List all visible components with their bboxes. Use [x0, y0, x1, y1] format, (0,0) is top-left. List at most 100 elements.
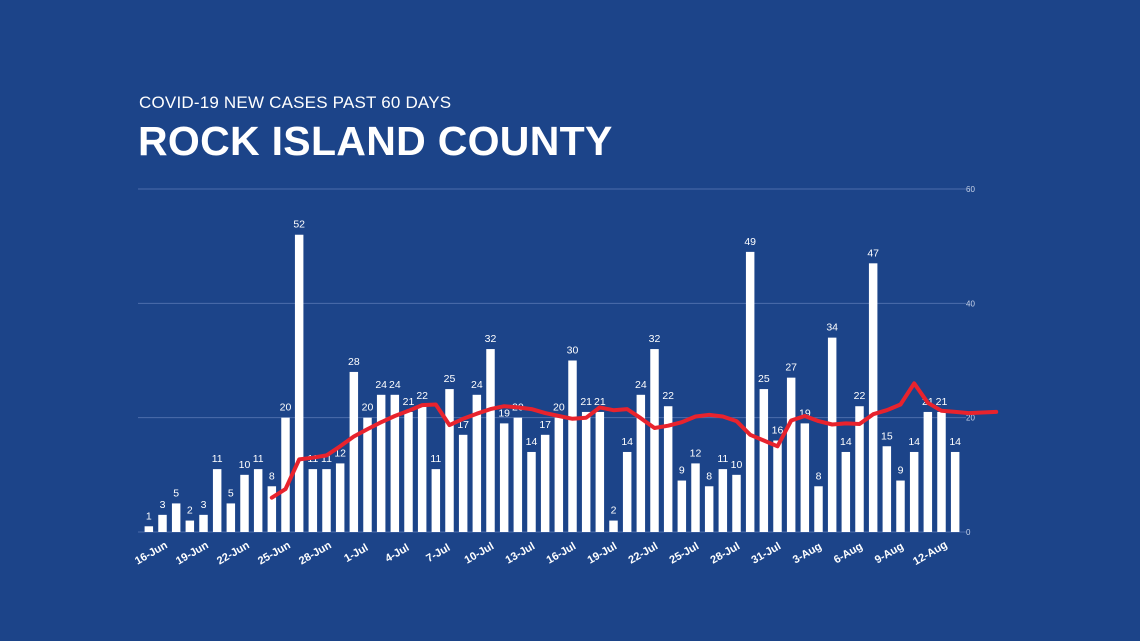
x-tick-label: 19-Jun — [174, 539, 211, 567]
chart-subtitle: COVID-19 NEW CASES PAST 60 DAYS — [139, 93, 452, 112]
bar — [349, 371, 359, 532]
bar-value-label: 20 — [362, 402, 374, 414]
bar — [363, 417, 372, 532]
bar — [294, 234, 304, 532]
bar — [267, 486, 277, 532]
bar — [554, 417, 564, 532]
x-tick-label: 19-Jul — [586, 540, 620, 566]
bar-value-label: 14 — [949, 436, 961, 448]
x-tick-label: 1-Jul — [342, 542, 370, 565]
bar-value-label: 28 — [348, 356, 360, 368]
bar — [527, 451, 536, 532]
x-tick-label: 10-Jul — [463, 540, 497, 566]
bar — [253, 469, 263, 532]
bar — [171, 503, 181, 532]
bar-value-label: 24 — [375, 379, 387, 391]
bar-value-label: 24 — [389, 379, 401, 391]
x-tick-label: 28-Jun — [297, 539, 334, 567]
x-tick-label: 22-Jul — [627, 540, 661, 566]
bar — [486, 349, 495, 532]
bar — [909, 451, 919, 532]
bar-value-label: 20 — [553, 402, 565, 414]
bar-value-label: 52 — [293, 219, 305, 231]
bar — [827, 337, 837, 532]
bar — [882, 446, 892, 532]
bar — [663, 406, 673, 532]
bar — [841, 451, 851, 532]
bar-value-label: 22 — [854, 390, 866, 402]
bar — [704, 486, 714, 532]
bar-value-label: 21 — [403, 396, 415, 408]
bar — [868, 263, 878, 532]
bar — [677, 480, 687, 532]
bar-value-label: 25 — [444, 373, 456, 385]
bar-value-label: 17 — [539, 419, 551, 431]
x-tick-label: 4-Jul — [383, 542, 411, 565]
bar-value-label: 2 — [611, 505, 617, 517]
bar — [308, 469, 318, 532]
bar-value-label: 8 — [816, 470, 822, 482]
bar-value-label: 12 — [690, 447, 702, 459]
x-tick-label: 13-Jul — [504, 540, 538, 566]
average-line — [269, 381, 999, 500]
x-tick-label: 16-Jul — [545, 540, 579, 566]
bar — [499, 423, 509, 532]
x-tick-label: 25-Jun — [256, 539, 293, 567]
x-tick-label: 16-Jun — [133, 539, 170, 567]
bar — [390, 394, 400, 532]
bar — [650, 349, 659, 532]
bar-value-label: 11 — [212, 453, 223, 465]
bar — [814, 486, 823, 532]
x-tick-label: 12-Aug — [911, 539, 949, 568]
bar-value-label: 24 — [635, 379, 647, 391]
bar — [937, 411, 946, 532]
bar — [458, 434, 468, 532]
bar-value-label: 11 — [717, 453, 728, 465]
bar-value-label: 47 — [867, 247, 879, 259]
bar — [622, 451, 632, 532]
bar-value-label: 14 — [840, 436, 852, 448]
y-tick-label: 60 — [966, 185, 975, 194]
bar — [786, 377, 796, 532]
bar-value-label: 10 — [239, 459, 251, 471]
bar-value-label: 21 — [936, 396, 948, 408]
x-tick-label: 9-Aug — [873, 540, 906, 566]
bar-value-label: 14 — [621, 436, 633, 448]
bar-value-label: 14 — [908, 436, 920, 448]
bar — [718, 469, 728, 532]
bar — [472, 394, 482, 532]
bar-value-label: 11 — [253, 453, 264, 465]
bar-value-label: 19 — [799, 407, 811, 419]
bar-value-label: 24 — [471, 379, 483, 391]
bar-value-label: 10 — [731, 459, 743, 471]
x-tick-label: 7-Jul — [424, 542, 452, 565]
x-tick-label: 28-Jul — [709, 540, 743, 566]
x-tick-label: 3-Aug — [791, 540, 824, 566]
bar — [281, 417, 290, 532]
bar-value-label: 22 — [662, 390, 674, 402]
bar — [691, 463, 700, 532]
bar-value-label: 9 — [679, 465, 685, 477]
x-tick-label: 6-Aug — [832, 540, 865, 566]
bar-value-label: 9 — [898, 465, 904, 477]
bar — [745, 251, 755, 532]
bar — [800, 423, 810, 532]
y-tick-label: 40 — [966, 299, 975, 308]
bar-value-label: 22 — [416, 390, 428, 402]
bar-value-label: 3 — [201, 499, 207, 511]
x-tick-label: 22-Jun — [215, 539, 252, 567]
y-tick-label: 20 — [966, 414, 975, 423]
bar — [240, 474, 249, 532]
bar — [199, 514, 208, 532]
bar-value-label: 8 — [706, 470, 712, 482]
x-tick-label: 25-Jul — [668, 540, 702, 566]
chart-title: ROCK ISLAND COUNTY — [138, 118, 613, 164]
bar-value-label: 30 — [567, 345, 579, 357]
bar — [513, 417, 523, 532]
bar-value-label: 19 — [498, 407, 510, 419]
bar — [732, 474, 741, 532]
bar-value-label: 17 — [457, 419, 469, 431]
bar — [226, 503, 236, 532]
